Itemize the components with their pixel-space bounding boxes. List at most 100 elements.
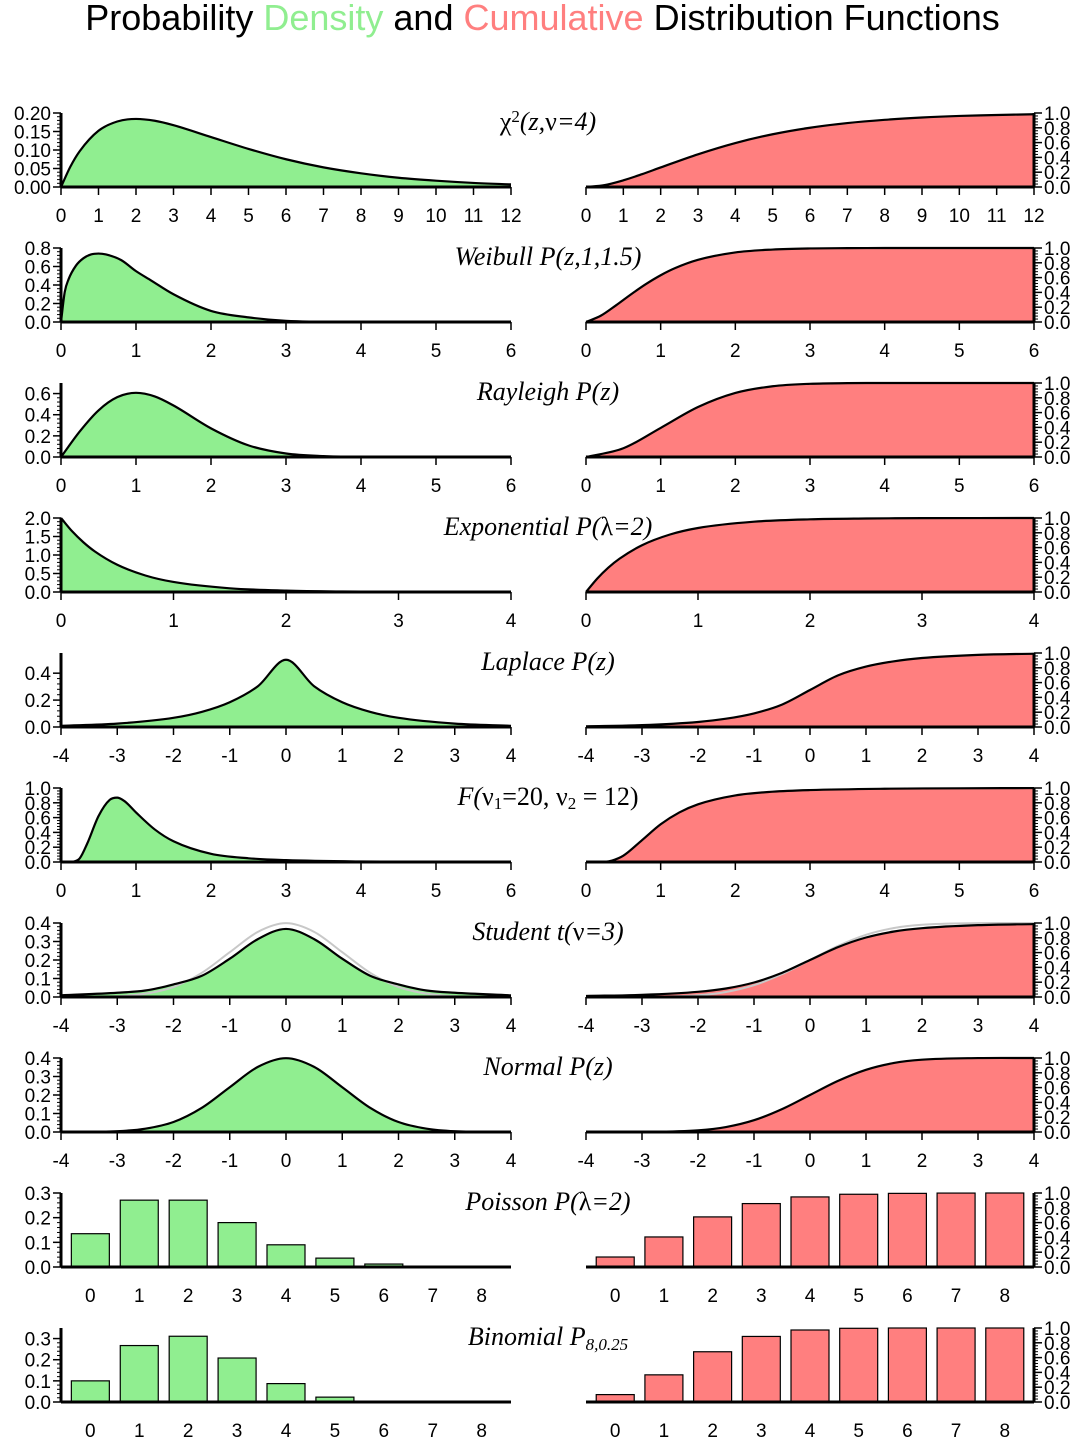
- cumulative-y-tick-label: 0.2: [1044, 1378, 1070, 1399]
- density-x-tick-label: -3: [109, 746, 126, 767]
- density-x-tick-label: 1: [134, 1421, 145, 1439]
- panel-title: Exponential P(λ=2): [443, 512, 653, 541]
- panel-title: Student t(ν=3): [472, 917, 623, 946]
- cumulative-x-tick-label: 0: [610, 1286, 621, 1307]
- density-x-tick-label: -2: [165, 746, 182, 767]
- cumulative-x-tick-label: 2: [917, 1151, 928, 1172]
- density-x-tick-label: 0: [56, 206, 67, 227]
- density-x-tick-label: 8: [356, 206, 367, 227]
- cumulative-y-tick-label: 0.6: [1044, 809, 1070, 830]
- cumulative-y-tick-label: 0.8: [1044, 254, 1070, 275]
- density-bar: [168, 1199, 208, 1268]
- density-curve: [60, 1057, 512, 1134]
- density-y-tick-label: 0.6: [25, 258, 51, 279]
- density-y-tick-label: 0.3: [25, 1068, 51, 1089]
- cumulative-y-tick-label: 0.0: [1044, 988, 1070, 1009]
- density-x-tick-label: 1: [337, 1151, 348, 1172]
- density-x-tick-label: 4: [506, 746, 517, 767]
- cumulative-y-tick-label: 0.6: [1044, 1349, 1070, 1370]
- density-x-tick-label: 5: [330, 1421, 341, 1439]
- cumulative-y-tick-label: 1.0: [1044, 914, 1070, 935]
- density-y-tick-label: 0.1: [25, 1372, 51, 1393]
- cumulative-x-tick-label: 1: [659, 1286, 670, 1307]
- cumulative-bar: [790, 1196, 830, 1268]
- panel-title-part: λ: [600, 512, 613, 541]
- panel-title-part: (z,: [520, 107, 545, 136]
- density-y-tick-label: 0.0: [25, 853, 51, 874]
- density-x-tick-label: 12: [500, 206, 521, 227]
- density-y-tick-label: 0.8: [25, 239, 51, 260]
- cumulative-x-tick-label: 6: [1029, 476, 1040, 497]
- density-y-tick-label: 0.00: [14, 178, 51, 199]
- density-x-tick-label: 11: [464, 206, 484, 227]
- cumulative-curve: [585, 113, 1035, 189]
- cumulative-x-tick-label: 2: [730, 341, 741, 362]
- panel-title-part: χ: [499, 107, 512, 136]
- cumulative-x-tick-label: 3: [973, 746, 984, 767]
- panel-title-part: Weibull P(z,1,1.5): [455, 242, 642, 271]
- cumulative-x-tick-label: 1: [655, 881, 666, 902]
- density-area: [61, 118, 511, 187]
- density-x-tick-label: 0: [56, 476, 67, 497]
- panel-title: Rayleigh P(z): [476, 377, 619, 406]
- density-area: [61, 518, 511, 592]
- density-y-tick-label: 0.0: [25, 718, 51, 739]
- cumulative-y-tick-label: 0.2: [1044, 298, 1070, 319]
- panel-exponential: 0.00.51.01.52.00.00.20.40.60.81.00 1 2 3 4 0 1…: [25, 509, 1071, 632]
- cumulative-x-tick-label: 0: [581, 611, 592, 632]
- cumulative-x-tick-label: 6: [902, 1421, 913, 1439]
- cumulative-x-tick-label: 4: [1029, 1151, 1040, 1172]
- cumulative-x-tick-label: 1: [693, 611, 704, 632]
- cumulative-x-tick-label: 1: [618, 206, 629, 227]
- density-y-tick-label: 0.10: [14, 141, 51, 162]
- cumulative-y-tick-label: 0.2: [1044, 1243, 1070, 1264]
- cumulative-y-tick-label: 1.0: [1044, 104, 1070, 125]
- cumulative-bar: [693, 1216, 733, 1268]
- density-y-tick-label: 0.6: [25, 809, 51, 830]
- panel-student: 0.00.10.20.30.40.00.20.40.60.81.0-4 -3 -2-…: [25, 914, 1071, 1037]
- panel-title-part: F(: [456, 782, 483, 811]
- cumulative-x-tick-label: 8: [999, 1421, 1010, 1439]
- cumulative-y-tick-label: 0.4: [1044, 1093, 1071, 1114]
- density-y-tick-label: 0.0: [25, 988, 51, 1009]
- cumulative-y-tick-label: 0.0: [1044, 178, 1070, 199]
- cumulative-x-tick-label: 4: [879, 881, 890, 902]
- panel-title-part: 8,0.25: [586, 1335, 629, 1354]
- cumulative-x-tick-label: 0: [805, 1151, 816, 1172]
- cumulative-bar: [839, 1327, 879, 1403]
- density-y-tick-label: 0.2: [25, 427, 51, 448]
- chart-title: Probability Density and Cumulative Distr…: [0, 0, 1085, 36]
- density-x-tick-label: 4: [281, 1421, 292, 1439]
- density-y-tick-label: 0.2: [25, 838, 51, 859]
- density-x-tick-label: 3: [168, 206, 179, 227]
- density-y-tick-label: 0.0: [25, 448, 51, 469]
- density-x-tick-label: 2: [206, 881, 217, 902]
- density-bar: [168, 1335, 208, 1403]
- cumulative-area: [586, 518, 1034, 592]
- density-x-tick-label: -2: [165, 1016, 182, 1037]
- density-curve: [60, 658, 512, 727]
- cumulative-x-tick-label: 4: [879, 341, 890, 362]
- density-x-tick-label: 6: [506, 881, 517, 902]
- title-part-1: Probability: [85, 0, 264, 38]
- cumulative-x-tick-label: 3: [805, 341, 816, 362]
- cumulative-x-tick-label: 0: [581, 476, 592, 497]
- density-x-tick-label: 3: [449, 1151, 460, 1172]
- cumulative-y-tick-label: 0.2: [1044, 163, 1070, 184]
- panel-title-part: Normal P(z): [482, 1052, 612, 1081]
- cumulative-x-tick-label: -1: [746, 1016, 763, 1037]
- cumulative-x-tick-label: 0: [581, 206, 592, 227]
- cumulative-area: [586, 788, 1034, 863]
- cumulative-x-tick-label: 3: [973, 1151, 984, 1172]
- cumulative-x-tick-label: 3: [756, 1421, 767, 1439]
- density-y-tick-label: 0.4: [25, 406, 52, 427]
- density-area: [61, 659, 511, 727]
- cumulative-x-tick-label: 2: [730, 881, 741, 902]
- density-bar: [70, 1380, 110, 1403]
- cumulative-y-tick-label: 0.8: [1044, 389, 1070, 410]
- density-y-tick-label: 0.6: [25, 385, 51, 406]
- density-bar: [217, 1357, 257, 1403]
- cumulative-y-tick-label: 0.0: [1044, 853, 1070, 874]
- cumulative-y-tick-label: 0.6: [1044, 269, 1070, 290]
- cumulative-x-tick-label: 0: [805, 1016, 816, 1037]
